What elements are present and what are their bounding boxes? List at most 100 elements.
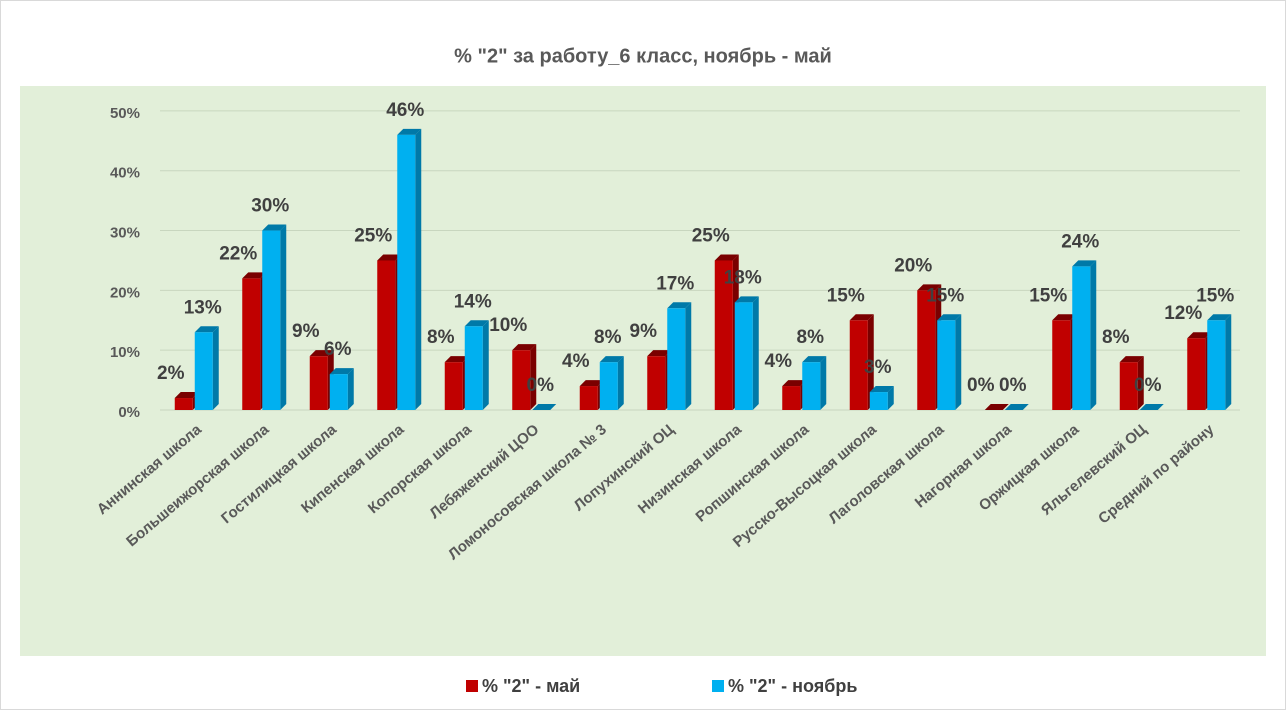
- value-label: 8%: [427, 327, 455, 348]
- bar-front: [174, 398, 193, 410]
- chart-title: % "2" за работу_6 класс, ноябрь - май: [454, 45, 832, 67]
- bar: [937, 314, 962, 410]
- bar-top: [1004, 404, 1029, 410]
- bar-top: [849, 314, 874, 321]
- bar-side: [415, 128, 422, 410]
- value-label: 6%: [324, 339, 352, 360]
- bar: [667, 302, 692, 410]
- value-label: 15%: [1196, 285, 1234, 306]
- bar-front: [579, 386, 598, 410]
- value-label: 4%: [562, 351, 590, 372]
- bar-top: [242, 272, 267, 279]
- bar-front: [397, 134, 416, 410]
- bar-front: [1119, 362, 1138, 410]
- value-label: 17%: [656, 273, 694, 294]
- value-label: 0%: [527, 375, 555, 396]
- bar: [869, 386, 894, 410]
- bar-front: [802, 362, 821, 410]
- bar-top: [532, 404, 557, 410]
- bar-front: [512, 350, 531, 410]
- value-label: 9%: [292, 321, 320, 342]
- bar-top: [444, 356, 469, 363]
- bar-top: [937, 314, 962, 321]
- legend-swatch: [466, 680, 478, 692]
- bar-top: [377, 254, 402, 261]
- value-label: 8%: [594, 327, 622, 348]
- legend-label: % "2" - ноябрь: [728, 676, 857, 696]
- value-label: 20%: [894, 255, 932, 276]
- bar-front: [329, 374, 348, 410]
- value-label: 46%: [386, 100, 424, 121]
- bar-top: [464, 320, 489, 327]
- bar-top: [512, 344, 537, 351]
- value-label: 22%: [219, 243, 257, 264]
- bar-side: [212, 326, 219, 410]
- legend-swatch: [712, 680, 724, 692]
- bar-front: [1207, 320, 1226, 410]
- value-label: 25%: [354, 225, 392, 246]
- bar-top: [397, 128, 422, 135]
- bar-side: [820, 356, 827, 410]
- bar: [262, 224, 287, 410]
- bar: [464, 320, 489, 410]
- bar-top: [599, 356, 624, 363]
- bar-front: [667, 308, 686, 410]
- bar-front: [647, 356, 666, 410]
- value-label: 0%: [967, 375, 995, 396]
- bar: [849, 314, 874, 410]
- bar-top: [579, 380, 604, 387]
- bar-top: [1207, 314, 1232, 321]
- value-label: 13%: [184, 297, 222, 318]
- bar-top: [647, 350, 672, 357]
- bar-top: [1072, 260, 1097, 267]
- bar-top: [714, 254, 739, 261]
- bar-top: [194, 326, 219, 333]
- value-label: 2%: [157, 363, 185, 384]
- y-tick-label: 50%: [110, 105, 140, 122]
- bar-top: [802, 356, 827, 363]
- bar-front: [262, 230, 281, 410]
- value-label: 9%: [630, 321, 658, 342]
- bar: [329, 368, 354, 410]
- bar-front: [782, 386, 801, 410]
- bar: [734, 296, 759, 410]
- bar-front: [194, 332, 213, 410]
- bar: [1072, 260, 1097, 410]
- bar: [1207, 314, 1232, 410]
- bar-top: [869, 386, 894, 393]
- bar-side: [1225, 314, 1232, 410]
- bar-front: [377, 260, 396, 410]
- bar-side: [617, 356, 624, 410]
- bar: [1004, 404, 1029, 410]
- bar-side: [887, 386, 894, 410]
- bar-front: [444, 362, 463, 410]
- value-label: 25%: [692, 225, 730, 246]
- bar-side: [752, 296, 759, 410]
- bar-side: [347, 368, 354, 410]
- bar: [397, 128, 422, 410]
- bar-top: [262, 224, 287, 231]
- bar-front: [734, 302, 753, 410]
- bar-top: [1052, 314, 1077, 321]
- value-label: 8%: [797, 327, 825, 348]
- value-label: 14%: [454, 291, 492, 312]
- bar: [984, 404, 1009, 410]
- value-label: 0%: [1134, 375, 1162, 396]
- bar-front: [599, 362, 618, 410]
- bar-top: [782, 380, 807, 387]
- value-label: 15%: [1029, 285, 1067, 306]
- bar: [532, 404, 557, 410]
- y-tick-label: 0%: [118, 404, 140, 421]
- bar-top: [309, 350, 334, 357]
- bar-top: [1187, 332, 1212, 339]
- y-tick-label: 10%: [110, 344, 140, 361]
- bar: [194, 326, 219, 410]
- bar-front: [714, 260, 733, 410]
- value-label: 3%: [864, 357, 892, 378]
- bar-front: [849, 320, 868, 410]
- bar-side: [1090, 260, 1097, 410]
- bar-side: [280, 224, 287, 410]
- bar-front: [1072, 266, 1091, 410]
